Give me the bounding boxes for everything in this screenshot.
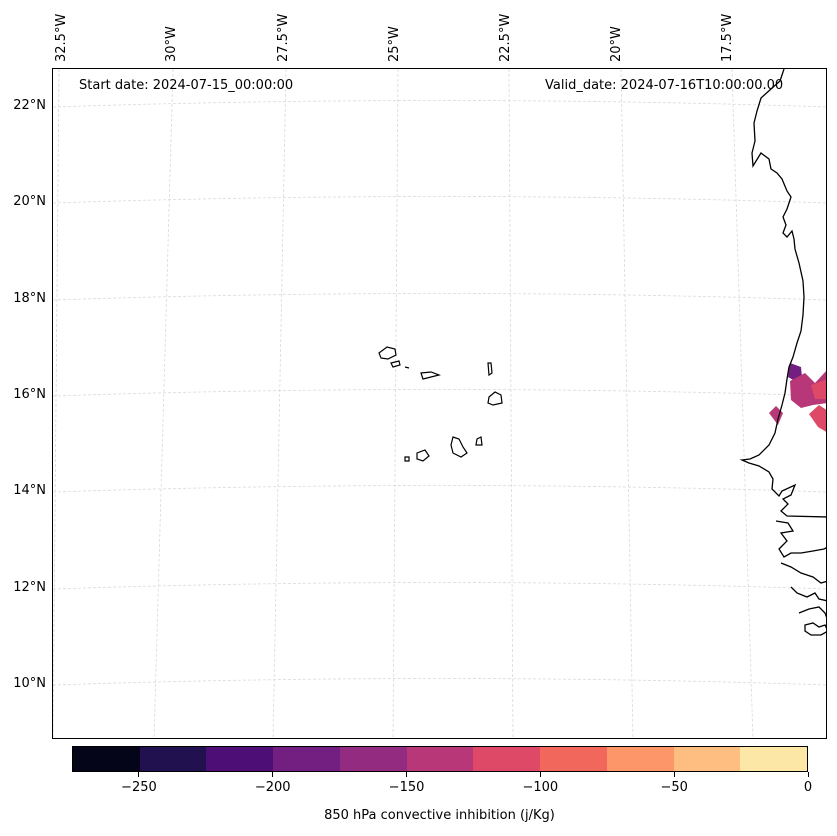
lat-label-18n: 18°N [13, 291, 46, 306]
lat-label-20n: 20°N [13, 194, 46, 209]
lon-label-22-5w: 22.5°W [498, 13, 513, 62]
southern-islands [804, 622, 826, 636]
island-sal [487, 362, 493, 377]
colorbar-tick-label: −200 [254, 780, 291, 795]
africa-coast [739, 69, 826, 518]
gridline-27-5w [272, 69, 287, 738]
colorbar-tick-label: −100 [522, 780, 559, 795]
colorbar-tick [539, 772, 541, 777]
colorbar-cell [339, 747, 407, 771]
lon-label-20w: 20°W [609, 26, 624, 62]
colorbar-cell [673, 747, 741, 771]
coastline [739, 69, 826, 636]
cin-field [769, 363, 826, 432]
colorbar-tick [807, 772, 809, 777]
gridline-12n [53, 582, 826, 590]
colorbar-tick-label: −50 [660, 780, 688, 795]
lat-label-10n: 10°N [13, 676, 46, 691]
lon-label-17-5w: 17.5°W [720, 13, 735, 62]
colorbar-cell [540, 747, 607, 771]
colorbar-cell [73, 747, 140, 771]
map-panel[interactable] [52, 68, 827, 739]
southern-coast [798, 606, 826, 618]
longitude-gridlines [53, 69, 754, 738]
latitude-gridlines [53, 100, 826, 686]
gridline-20w [620, 69, 634, 738]
start-date-label: Start date: 2024-07-15_00:00:00 [79, 78, 294, 93]
colorbar-tick [673, 772, 675, 777]
guinea-coast [780, 562, 826, 584]
colorbar-cell [139, 747, 207, 771]
lon-label-27-5w: 27.5°W [276, 13, 291, 62]
lat-label-14n: 14°N [13, 483, 46, 498]
cin-patch-east-light [811, 379, 826, 399]
colorbar-tick-label: 0 [803, 780, 813, 795]
colorbar-tick [406, 772, 408, 777]
lat-label-22n: 22°N [13, 98, 46, 113]
lon-label-32-5w: 32.5°W [54, 13, 69, 62]
island-fogo [416, 449, 430, 462]
colorbar-cell [273, 747, 340, 771]
gridline-22-5w [508, 69, 514, 738]
map-canvas [53, 69, 826, 738]
gridline-10n [53, 678, 826, 686]
island-santiago [450, 436, 468, 458]
colorbar-cell [606, 747, 674, 771]
bijagos-coast [790, 586, 826, 602]
lat-label-12n: 12°N [13, 580, 46, 595]
gridline-32-5w [53, 69, 60, 738]
cin-patch-west [769, 406, 783, 425]
island-santa-luzia [404, 366, 410, 369]
colorbar [72, 746, 808, 772]
colorbar-cell [740, 747, 808, 771]
island-santo-antao [378, 346, 397, 360]
lat-label-16n: 16°N [13, 387, 46, 402]
colorbar-tick-label: −250 [121, 780, 157, 795]
colorbar-tick [272, 772, 274, 777]
gambia-coast [775, 520, 826, 558]
gridline-22n [53, 100, 826, 108]
gridline-20n [53, 196, 826, 204]
gridline-18n [53, 293, 826, 301]
cin-patch-south [809, 405, 826, 432]
cape-verde-islands [378, 346, 503, 462]
valid-date-label: Valid_date: 2024-07-16T10:00:00.00 [545, 78, 784, 93]
gridline-30w [153, 69, 174, 738]
lon-label-25w: 25°W [387, 26, 402, 62]
colorbar-cell [206, 747, 274, 771]
island-sao-vicente [390, 360, 401, 368]
island-sao-nicolau [420, 371, 442, 380]
colorbar-tick-label: −150 [388, 780, 425, 795]
colorbar-title: 850 hPa convective inhibition (j/Kg) [324, 808, 555, 823]
colorbar-cell [406, 747, 474, 771]
island-boa-vista [487, 391, 503, 406]
gridline-17-5w [731, 69, 754, 738]
island-maio [475, 436, 483, 446]
colorbar-tick [138, 772, 140, 777]
colorbar-cell [473, 747, 541, 771]
gridline-14n [53, 485, 826, 493]
gridline-25w [392, 69, 399, 738]
island-brava [404, 456, 410, 462]
gridline-16n [53, 389, 826, 397]
lon-label-30w: 30°W [164, 26, 179, 62]
